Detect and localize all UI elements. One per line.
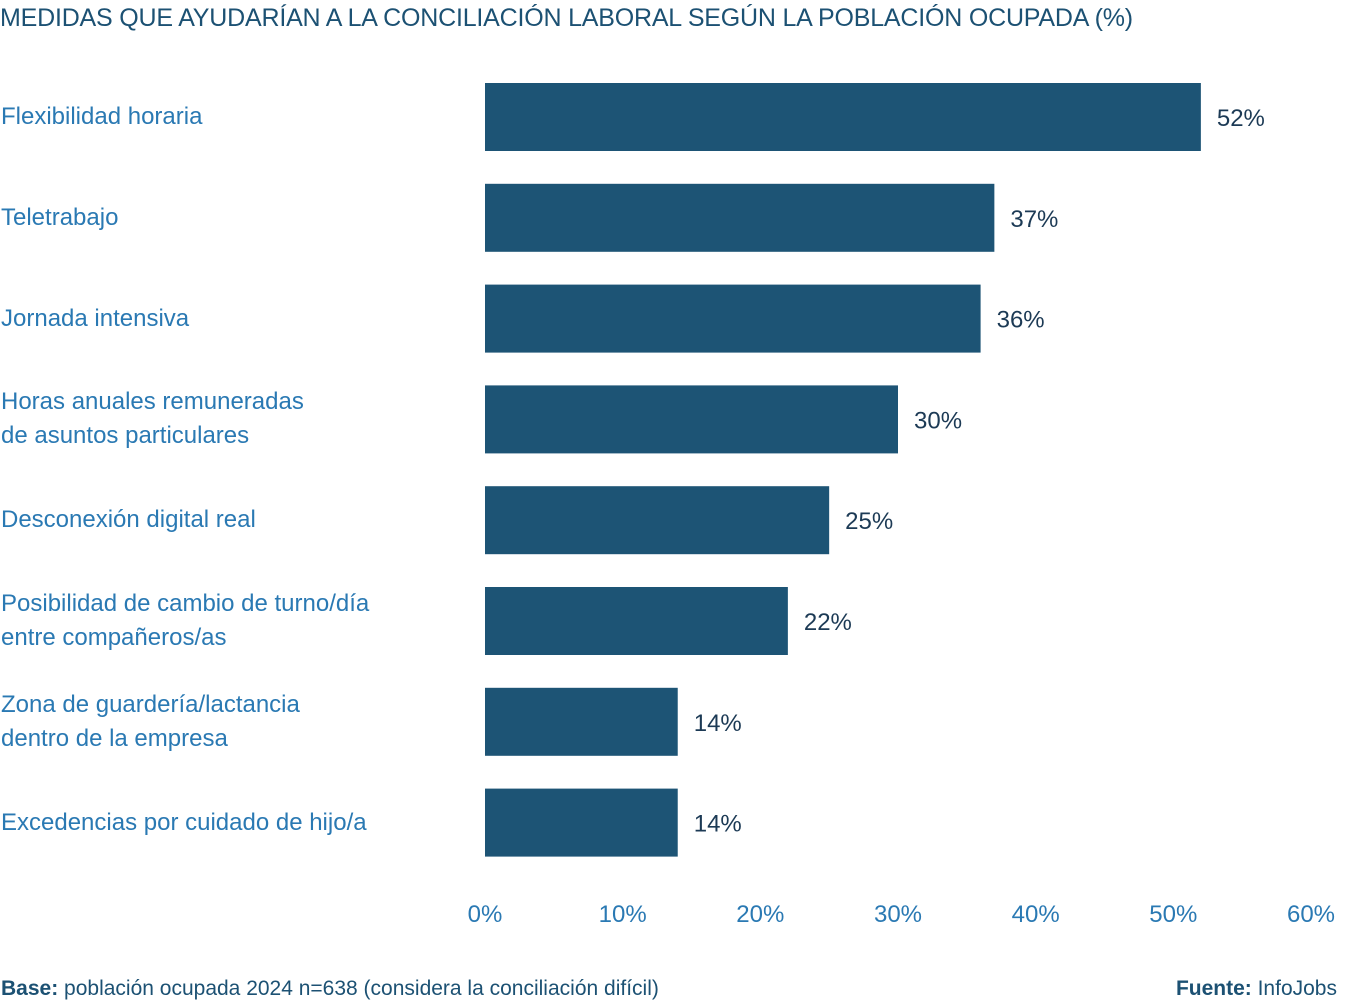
chart-title: MEDIDAS QUE AYUDARÍAN A LA CONCILIACIÓN … [0,4,1133,32]
x-tick-label: 40% [1012,901,1060,928]
bar-value-label: 14% [694,811,742,838]
category-label: Flexibilidad horaria [1,103,203,130]
x-tick-label: 10% [599,901,647,928]
bar [485,687,678,756]
category-label: Desconexión digital real [1,506,256,534]
bar-value-label: 22% [804,609,852,636]
category-label: Teletrabajo [1,203,119,231]
bar [485,587,788,655]
bar [485,183,995,252]
x-tick-label: 50% [1149,901,1197,928]
footer-base-label: Base: [1,977,59,1000]
bar [485,486,830,555]
category-label: Horas anuales remuneradas de asuntos par… [1,388,304,450]
bar [485,788,678,857]
bar-value-label: 37% [1010,206,1058,233]
x-tick-label: 20% [736,901,784,928]
category-label: Posibilidad de cambio de turno/día entre… [1,590,370,651]
bar [485,83,1201,151]
bar-value-label: 36% [997,307,1045,334]
footer-source: Fuente: InfoJobs [1176,974,1337,1004]
bar-value-label: 52% [1217,105,1265,132]
category-label: Excedencias por cuidado de hijo/a [1,808,367,836]
x-tick-label: 30% [874,901,922,928]
category-label: Zona de guardería/lactancia dentro de la… [1,690,300,752]
bar-value-label: 14% [694,710,742,737]
bar-value-label: 25% [845,508,893,535]
x-tick-label: 0% [468,901,503,928]
x-tick-label: 60% [1287,901,1335,928]
footer-source-text: InfoJobs [1251,977,1337,1000]
bar [485,284,981,353]
footer-base: Base: población ocupada 2024 n=638 (cons… [1,974,659,1004]
footer-base-text: población ocupada 2024 n=638 (considera … [58,977,659,1000]
footer-source-label: Fuente: [1175,977,1252,1000]
bar-value-label: 30% [914,407,962,434]
category-label: Jornada intensiva [1,304,190,332]
bar [485,385,898,454]
